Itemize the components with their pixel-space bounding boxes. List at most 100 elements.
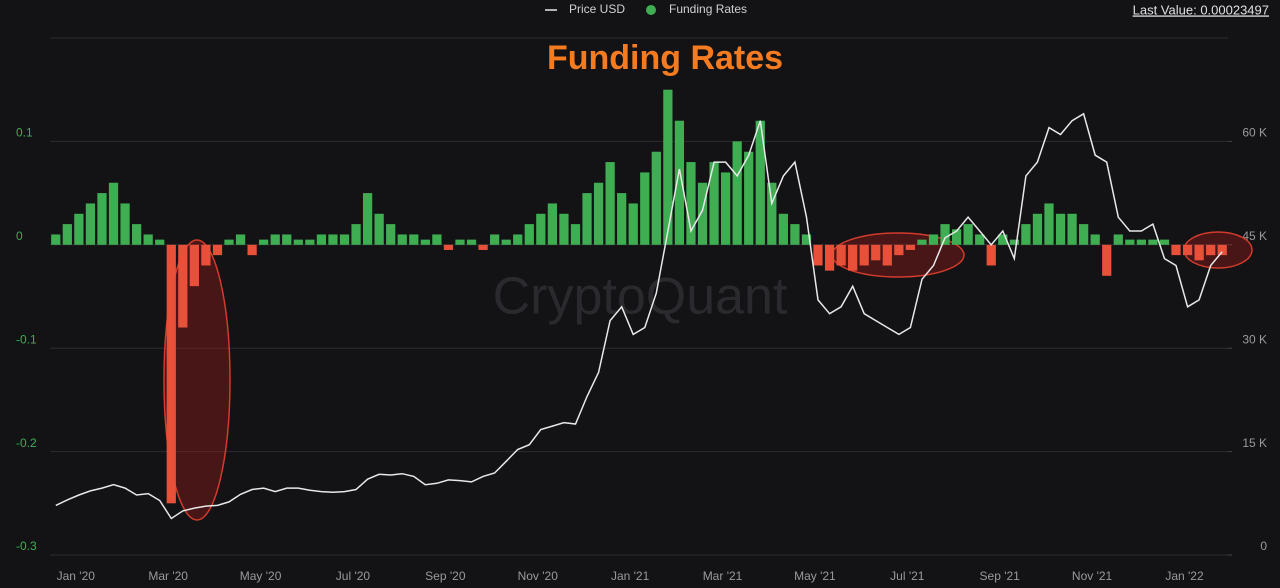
- bar: [928, 234, 939, 245]
- bar: [1125, 239, 1135, 245]
- bar: [443, 244, 454, 250]
- x-tick-label: Nov '20: [518, 569, 559, 583]
- bar: [859, 244, 869, 266]
- bar: [848, 244, 858, 271]
- bar: [1009, 239, 1019, 245]
- bar: [282, 234, 292, 245]
- y2-tick-label: 0: [1260, 539, 1267, 553]
- bar: [143, 234, 153, 245]
- bar: [917, 239, 927, 245]
- bar: [270, 234, 280, 245]
- bar: [1217, 244, 1227, 256]
- bar: [951, 229, 962, 245]
- x-tick-label: Jul '20: [336, 569, 371, 583]
- bar: [51, 234, 61, 245]
- bar: [466, 239, 477, 245]
- bar: [1136, 239, 1147, 245]
- bar: [85, 203, 96, 245]
- bar: [247, 244, 257, 256]
- bar: [998, 234, 1008, 245]
- x-tick-label: Nov '21: [1072, 569, 1113, 583]
- bar: [293, 239, 303, 245]
- bar: [224, 239, 234, 245]
- bar: [420, 239, 430, 245]
- bar: [986, 244, 996, 266]
- bar: [155, 239, 165, 245]
- bar: [62, 224, 72, 245]
- bar: [409, 234, 419, 245]
- bar: [189, 244, 199, 287]
- legend-label: Funding Rates: [669, 2, 747, 16]
- y2-tick-label: 60 K: [1242, 126, 1267, 140]
- bar: [108, 182, 119, 245]
- bar: [1079, 224, 1089, 245]
- price-line: [55, 112, 1223, 520]
- y-tick-label: -0.3: [16, 539, 37, 553]
- x-tick-label: Jul '21: [890, 569, 925, 583]
- x-tick-label: Mar '21: [703, 569, 743, 583]
- bar: [744, 151, 754, 245]
- bar: [605, 162, 615, 245]
- bar: [1159, 239, 1170, 245]
- bar: [201, 244, 211, 266]
- chart-title: Funding Rates: [547, 39, 783, 77]
- bar: [593, 182, 604, 245]
- legend-label: Price USD: [569, 2, 625, 16]
- bar: [1171, 244, 1181, 256]
- bar: [259, 239, 269, 245]
- bar: [235, 234, 246, 245]
- bar: [940, 224, 950, 245]
- bar: [1206, 244, 1216, 256]
- bar: [570, 224, 581, 245]
- x-tick-label: Sep '21: [980, 569, 1021, 583]
- bar: [339, 234, 350, 245]
- bar: [305, 239, 315, 245]
- bar: [651, 151, 661, 245]
- y-tick-label: 0: [16, 229, 23, 243]
- legend-swatch: [646, 5, 656, 15]
- bar: [674, 120, 685, 245]
- bar: [1194, 244, 1204, 261]
- watermark: CryptoQuant: [493, 268, 788, 326]
- bar: [905, 244, 916, 250]
- bar: [559, 213, 569, 245]
- x-tick-label: Mar '20: [148, 569, 188, 583]
- bar: [178, 244, 188, 328]
- bar: [628, 203, 638, 245]
- bar: [617, 193, 627, 245]
- bar: [836, 244, 846, 266]
- bar: [524, 224, 534, 245]
- bar: [1148, 239, 1158, 245]
- bar: [709, 162, 719, 245]
- bar: [790, 224, 800, 245]
- bar: [1032, 213, 1043, 245]
- bar: [1067, 213, 1077, 245]
- bar: [120, 203, 130, 245]
- y-tick-label: 0.1: [16, 126, 33, 140]
- bar: [212, 244, 223, 256]
- bar: [778, 213, 788, 245]
- bar: [1090, 234, 1100, 245]
- bar: [732, 141, 742, 245]
- last-value: Last Value: 0.00023497: [1133, 2, 1269, 17]
- bar: [1102, 244, 1112, 276]
- bar: [801, 234, 812, 245]
- bar: [74, 213, 84, 245]
- bar: [871, 244, 881, 261]
- bar: [663, 89, 673, 245]
- y-tick-label: -0.1: [16, 332, 37, 346]
- bar: [813, 244, 823, 266]
- bar: [582, 193, 592, 245]
- x-tick-label: Jan '22: [1165, 569, 1204, 583]
- bar: [397, 234, 407, 245]
- y2-tick-label: 30 K: [1242, 332, 1267, 346]
- bar: [386, 224, 396, 245]
- bar: [536, 213, 546, 245]
- bar: [501, 239, 511, 245]
- bar: [316, 234, 327, 245]
- bar: [697, 182, 708, 245]
- bar: [963, 224, 973, 245]
- bar: [1044, 203, 1054, 245]
